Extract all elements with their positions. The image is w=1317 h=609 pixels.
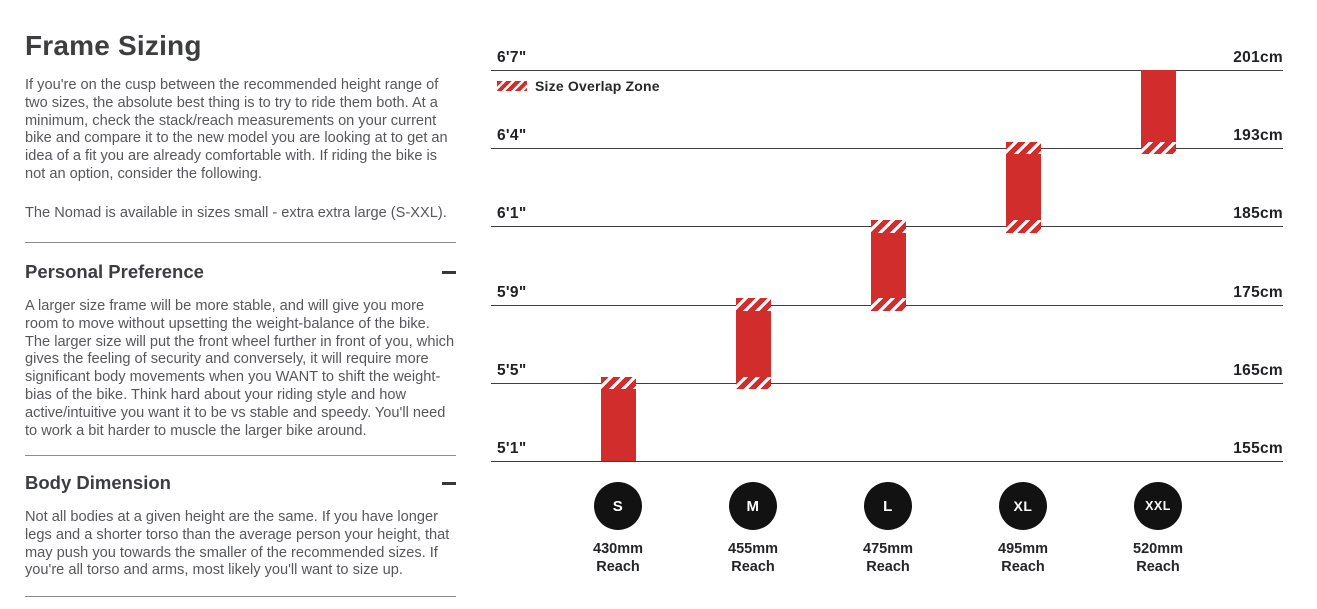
size-circle-xxl: XXL (1134, 482, 1182, 530)
height-label-metric: 165cm (1233, 361, 1283, 379)
section-divider (25, 596, 456, 597)
height-label-imperial: 6'1" (497, 205, 527, 223)
overlap-zone-top (1005, 141, 1041, 155)
minus-icon (442, 481, 456, 485)
reach-label-m: 455mm Reach (703, 541, 803, 576)
overlap-zone-bottom (735, 376, 771, 390)
size-circle-xl: XL (999, 482, 1047, 530)
size-circle-m: M (729, 482, 777, 530)
size-circle-l: L (864, 482, 912, 530)
section-header-personal-preference: Personal Preference (25, 260, 456, 284)
reach-caption: Reach (866, 558, 910, 575)
height-label-metric: 175cm (1233, 283, 1283, 301)
reach-caption: Reach (1001, 558, 1045, 575)
overlap-zone-bottom (1005, 220, 1041, 233)
height-gridline (491, 382, 1283, 384)
left-panel: Frame Sizing If you're on the cusp betwe… (25, 0, 456, 609)
size-chart: 5'1" 155cm 5'5" 165cm 5'9" 175cm 6'1" 185cm 6'4"… (491, 0, 1285, 609)
height-label-imperial: 5'5" (497, 361, 527, 379)
height-label-imperial: 5'9" (497, 283, 527, 301)
overlap-zone-bottom (870, 298, 906, 311)
size-bar-xl (1005, 141, 1041, 233)
reach-value: 475mm (863, 541, 913, 557)
reach-value: 430mm (593, 541, 643, 557)
section-header-body-dimension: Body Dimension (25, 471, 456, 495)
reach-caption: Reach (1136, 558, 1180, 575)
intro-paragraph: If you're on the cusp between the recomm… (25, 77, 448, 182)
height-label-imperial: 6'7" (497, 49, 527, 66)
section-heading: Personal Preference (25, 261, 204, 282)
height-label-metric: 155cm (1233, 440, 1283, 457)
reach-value: 495mm (998, 541, 1048, 557)
reach-label-l: 475mm Reach (838, 541, 938, 576)
height-label-imperial: 6'4" (497, 127, 527, 145)
reach-caption: Reach (731, 558, 775, 575)
size-bar-l (870, 220, 906, 311)
overlap-zone-top (735, 298, 771, 311)
reach-value: 520mm (1133, 541, 1183, 557)
availability-paragraph: The Nomad is available in sizes small - … (25, 205, 447, 221)
collapse-toggle-button[interactable] (442, 265, 456, 280)
section-body: A larger size frame will be more stable,… (25, 298, 455, 439)
section-divider (25, 242, 456, 243)
overlap-hatch-swatch-icon (497, 81, 527, 91)
overlap-zone-bottom (1140, 141, 1176, 155)
height-label-metric: 193cm (1233, 127, 1283, 145)
height-gridline (491, 70, 1283, 71)
size-bar-xxl (1140, 70, 1176, 155)
reach-value: 455mm (728, 541, 778, 557)
size-bar-m (735, 298, 771, 390)
overlap-legend-label: Size Overlap Zone (535, 78, 660, 94)
height-label-metric: 185cm (1233, 205, 1283, 223)
minus-icon (442, 270, 456, 274)
reach-caption: Reach (596, 558, 640, 575)
reach-label-xxl: 520mm Reach (1108, 541, 1208, 576)
height-gridline (491, 461, 1283, 462)
height-gridline (491, 148, 1283, 150)
section-heading: Body Dimension (25, 472, 171, 493)
section-divider (25, 455, 456, 456)
reach-label-s: 430mm Reach (568, 541, 668, 576)
reach-label-xl: 495mm Reach (973, 541, 1073, 576)
height-label-imperial: 5'1" (497, 440, 527, 457)
section-body: Not all bodies at a given height are the… (25, 509, 450, 579)
collapse-toggle-button[interactable] (442, 476, 456, 491)
page-title: Frame Sizing (25, 30, 202, 61)
size-circle-s: S (594, 482, 642, 530)
overlap-legend: Size Overlap Zone (497, 78, 660, 94)
overlap-zone-top (870, 220, 906, 233)
size-bar-s (600, 376, 636, 461)
height-label-metric: 201cm (1233, 49, 1283, 66)
overlap-zone-top (600, 376, 636, 390)
